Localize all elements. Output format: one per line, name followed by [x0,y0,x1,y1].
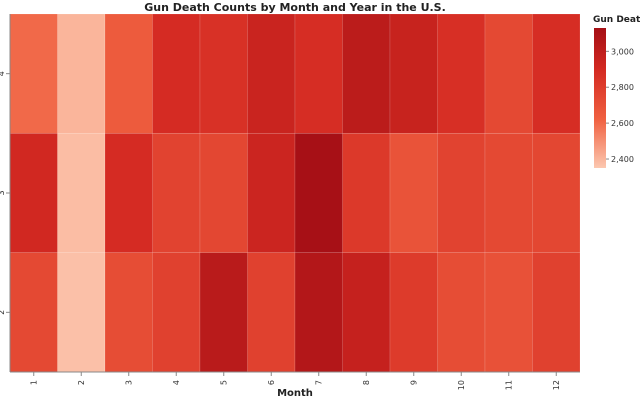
heatmap-cell-3-5 [199,133,248,253]
heatmap-cell-2-11 [484,252,533,373]
legend-title: Gun Death Count [593,15,640,25]
x-tick-label: 9 [409,380,418,385]
heatmap-cell-4-1 [9,13,58,134]
heatmap-cell-2-2 [57,252,106,373]
heatmap-cell-4-2 [57,13,106,134]
x-tick-label: 6 [267,380,276,385]
heatmap-cell-2-8 [342,252,391,373]
y-tick-label: 2 [0,310,6,315]
heatmap-cell-3-6 [247,133,296,253]
heatmap-cell-4-4 [152,13,201,134]
x-tick-label: 3 [124,380,133,385]
x-tick-label: 4 [172,380,181,385]
heatmap-cell-4-9 [389,13,438,134]
x-tick-label: 2 [77,380,86,385]
heatmap-cell-4-3 [104,13,153,134]
x-tick-label: 8 [362,380,371,385]
heatmap-cell-2-1 [9,252,58,373]
heatmap-cell-4-11 [484,13,533,134]
y-tick-label: 3 [0,190,6,195]
x-axis: 1 2 3 4 5 6 7 8 9 10 11 12 [10,371,580,390]
heatmap-cell-3-12 [532,133,581,253]
x-tick-label: 1 [29,380,38,385]
heatmap-cell-2-5 [199,252,248,373]
heatmap-cell-2-10 [437,252,486,373]
heatmap-cell-2-12 [532,252,581,373]
heatmap-cell-4-5 [199,13,248,134]
heatmap-cell-3-2 [57,133,106,253]
heatmap-cell-4-7 [294,13,343,134]
heatmap-cell-2-4 [152,252,201,373]
heatmap-cell-2-7 [294,252,343,373]
legend-tick-label: 2,800 [611,83,634,92]
legend-tick-label: 2,600 [611,119,634,128]
heatmap-cell-3-10 [437,133,486,253]
heatmap-cell-3-11 [484,133,533,253]
legend-tick-label: 3,000 [611,47,634,56]
x-tick-label: 10 [457,380,466,390]
heatmap-cell-2-6 [247,252,296,373]
heatmap-cell-3-7 [294,133,343,253]
x-tick-label: 7 [314,380,323,385]
heatmap-cell-3-1 [9,133,58,253]
legend-gradient-bar [594,28,606,168]
heatmap-cell-4-6 [247,13,296,134]
heatmap-cell-3-3 [104,133,153,253]
heatmap-cell-4-12 [532,13,581,134]
x-tick-label: 5 [219,380,228,385]
legend-tick-label: 2,400 [611,155,634,164]
color-legend: Gun Death Count 2,400 2,600 2,800 3,000 [593,15,640,168]
heatmap-cell-3-4 [152,133,201,253]
heatmap-cell-3-8 [342,133,391,253]
x-axis-title: Month [277,388,313,399]
y-axis: 4 3 2 [0,14,11,372]
y-tick-label: 4 [0,71,6,76]
heatmap-cell-3-9 [389,133,438,253]
heatmap-cell-4-10 [437,13,486,134]
heatmap-cells [9,13,581,373]
chart-title: Gun Death Counts by Month and Year in th… [144,1,446,14]
x-tick-label: 12 [552,380,561,390]
heatmap-cell-4-8 [342,13,391,134]
heatmap-cell-2-9 [389,252,438,373]
heatmap-cell-2-3 [104,252,153,373]
x-tick-label: 11 [504,380,513,390]
